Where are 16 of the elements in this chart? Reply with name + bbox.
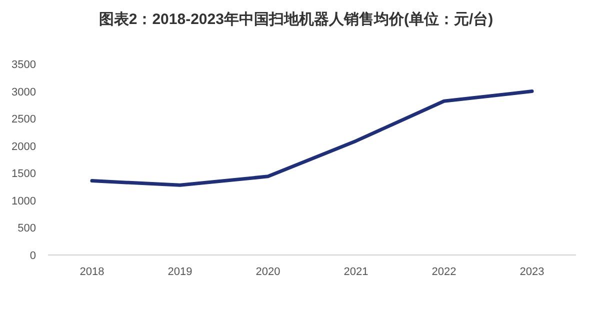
x-tick-label: 2019 (168, 266, 192, 278)
y-tick-label: 3500 (12, 59, 36, 71)
y-tick-label: 500 (18, 222, 36, 235)
chart-title: 图表2：2018-2023年中国扫地机器人销售均价(单位：元/台) (98, 11, 494, 28)
x-tick-label: 2023 (520, 266, 544, 278)
y-tick-label: 2500 (12, 114, 36, 126)
y-tick-label: 1000 (12, 195, 36, 208)
x-tick-label: 2018 (80, 266, 104, 278)
y-tick-label: 2000 (12, 140, 36, 153)
line-series (90, 90, 534, 187)
x-tick-label: 2021 (344, 266, 368, 278)
y-tick-label: 1500 (12, 168, 36, 180)
y-tick-label: 3000 (12, 86, 36, 98)
x-tick-label: 2022 (432, 266, 456, 278)
y-tick-label: 0 (30, 250, 36, 262)
x-tick-label: 2020 (256, 266, 280, 278)
